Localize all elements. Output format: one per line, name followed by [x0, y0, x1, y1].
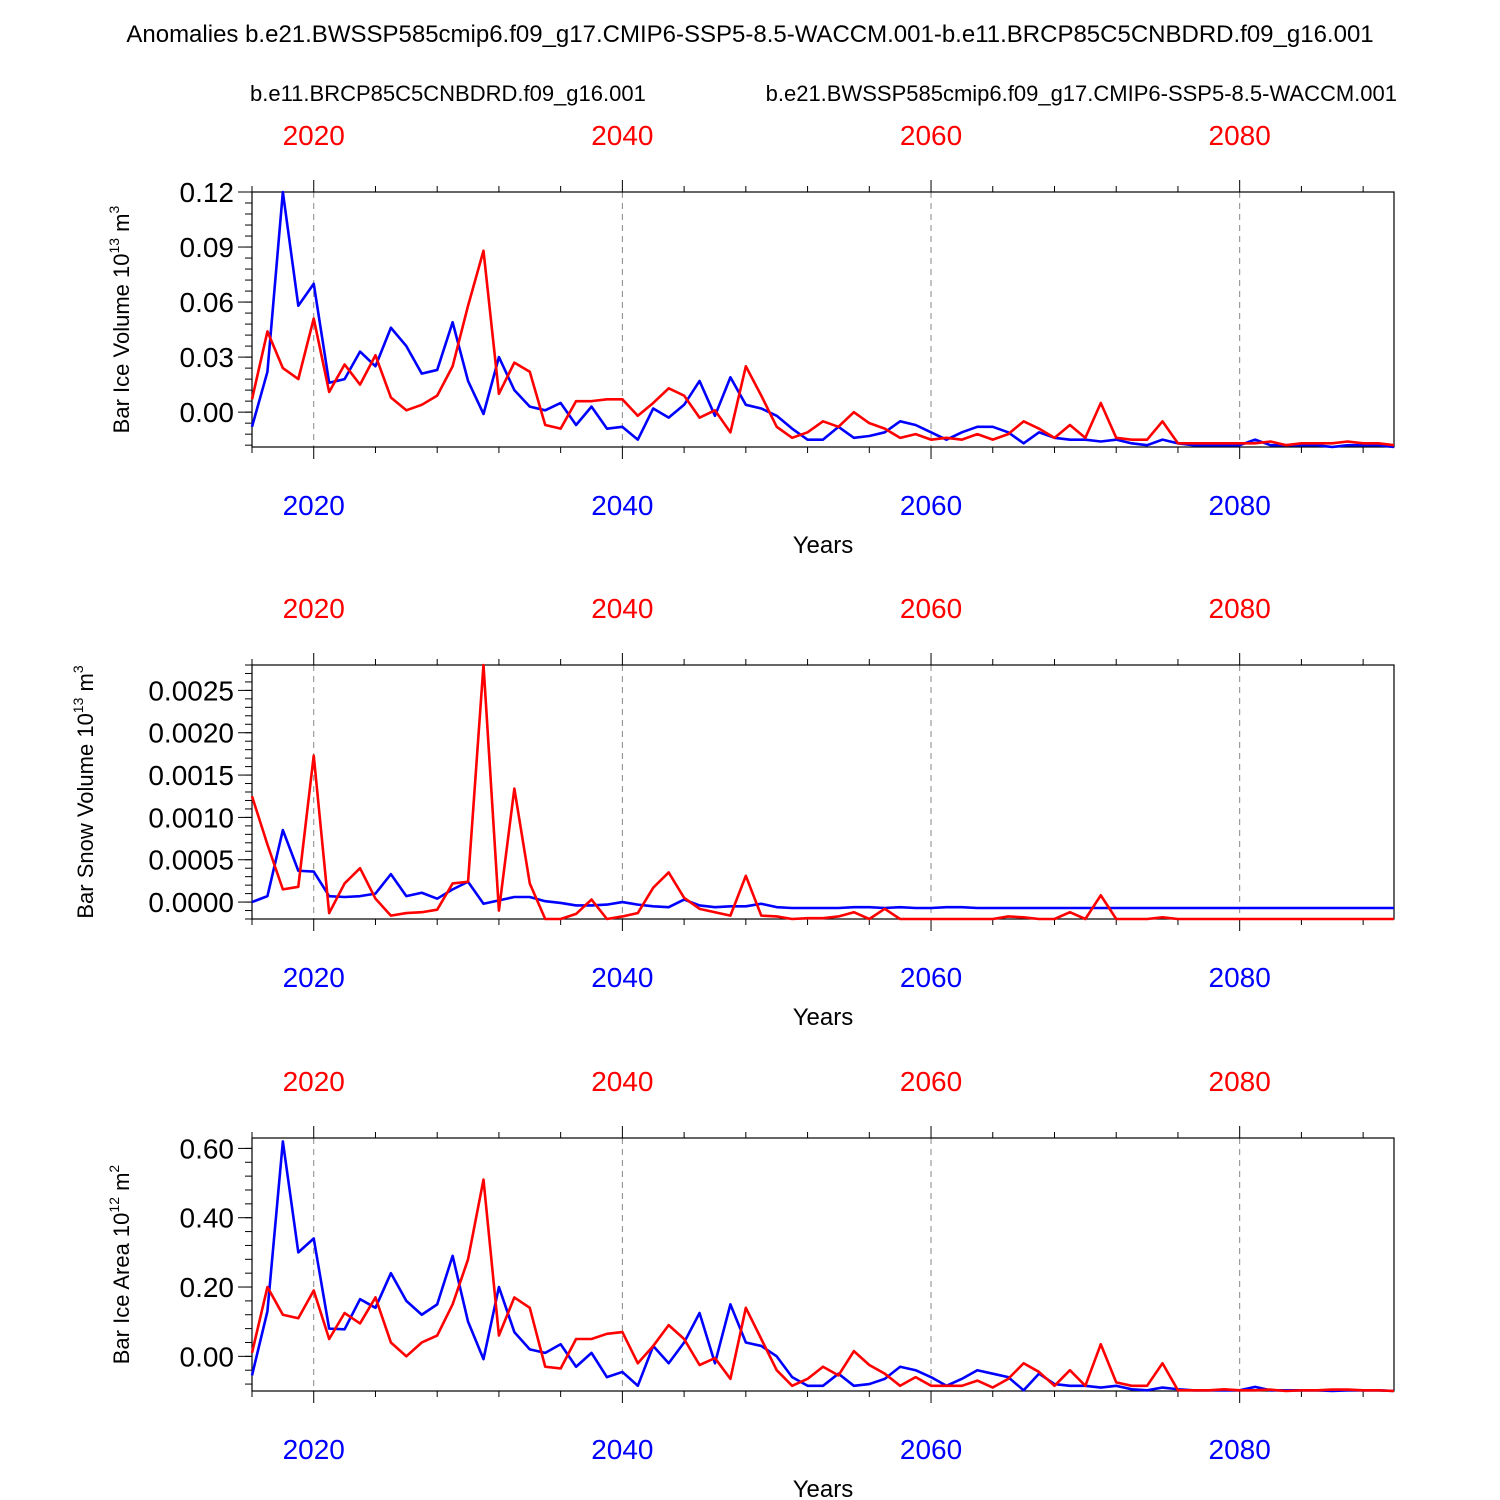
panel0-ytick-label-3: 0.09	[180, 232, 235, 263]
panel0-xtick-label-top-0: 2020	[283, 120, 345, 151]
panel1-ytick-label-3: 0.0015	[148, 760, 234, 791]
panel0-ytick-label-1: 0.03	[180, 342, 235, 373]
panel1-series-blue	[251, 828, 1394, 910]
panel1-ytick-label-2: 0.0010	[148, 802, 234, 833]
figure-title: Anomalies b.e21.BWSSP585cmip6.f09_g17.CM…	[126, 21, 1373, 48]
panel1-ytick-label-5: 0.0025	[148, 675, 234, 706]
panel1-xtick-label-bottom-0: 2020	[283, 962, 345, 993]
panel2-series-blue	[250, 1140, 1395, 1393]
panel2-ytick-label-2: 0.40	[180, 1203, 235, 1234]
panel0-ylabel-part-0: Bar Ice Volume 10	[109, 254, 134, 434]
panel2-ytick-label-0: 0.00	[180, 1341, 235, 1372]
panel-ice-area: 0.00 0.20 0.40 0.60 2020 2020 2040 2040 2060 2060…	[106, 1066, 1395, 1500]
panel1-xtick-label-top-1: 2040	[591, 593, 653, 624]
panel0-ylabel-part-2: m	[109, 213, 134, 237]
panel1-xtick-label-bottom-2: 2060	[900, 962, 962, 993]
panel1-ytick-label-4: 0.0020	[148, 718, 234, 749]
panel0-xtick-label-bottom-0: 2020	[283, 490, 345, 521]
panel1-plot-frame	[251, 664, 1395, 920]
panel2-ylabel-part-0: Bar Ice Area 10	[109, 1213, 134, 1365]
panel2-xtick-label-top-2: 2060	[900, 1066, 962, 1097]
panel2-ylabel-part-1: 12	[106, 1197, 122, 1213]
panel0-xtick-label-top-2: 2060	[900, 120, 962, 151]
panel2-plot-frame	[251, 1137, 1395, 1392]
panel-snow-volume: 0.0000 0.0005 0.0010 0.0015 0.0020 0.0025 2020…	[70, 593, 1395, 1031]
panel1-ylabel-part-2: m	[73, 673, 98, 697]
panel0-ytick-label-2: 0.06	[180, 287, 235, 318]
panel0-xtick-label-bottom-2: 2060	[900, 490, 962, 521]
legend-blue-label: b.e21.BWSSP585cmip6.f09_g17.CMIP6-SSP5-8…	[766, 81, 1397, 106]
panel1-ytick-label-0: 0.0000	[148, 887, 234, 918]
panel1-ytick-label-1: 0.0005	[148, 845, 234, 876]
panel0-xtick-label-top-3: 2080	[1209, 120, 1271, 151]
panel1-series-red	[250, 663, 1394, 921]
panel1-xtick-label-top-2: 2060	[900, 593, 962, 624]
panel0-xlabel: Years	[793, 532, 854, 559]
panel1-xlabel: Years	[793, 1004, 854, 1031]
panel2-ylabel-part-2: m	[109, 1173, 134, 1197]
panel2-xtick-label-bottom-3: 2080	[1209, 1434, 1271, 1465]
panel1-ylabel: Bar Snow Volume 1013 m3	[70, 665, 98, 919]
panel0-xtick-label-bottom-1: 2040	[591, 490, 653, 521]
panel0-series-red	[250, 249, 1395, 447]
panel2-xtick-label-top-3: 2080	[1209, 1066, 1271, 1097]
panel2-ytick-label-1: 0.20	[180, 1272, 235, 1303]
panel1-ylabel-part-1: 13	[70, 697, 86, 713]
panel2-ylabel-part-3: 2	[106, 1165, 122, 1173]
panel-ice-volume: 0.00 0.03 0.06 0.09 0.12 2020 2020 2040 2040 2060…	[106, 120, 1395, 559]
panel0-xtick-label-top-1: 2040	[591, 120, 653, 151]
panel2-xtick-label-top-1: 2040	[591, 1066, 653, 1097]
panel0-plot-frame	[251, 191, 1395, 448]
legend-red-label: b.e11.BRCP85C5CNBDRD.f09_g16.001	[250, 81, 646, 106]
panel0-ylabel: Bar Ice Volume 1013 m3	[106, 205, 134, 433]
panel1-xtick-label-bottom-1: 2040	[591, 962, 653, 993]
panel2-series-red	[250, 1178, 1395, 1393]
panel0-ylabel-part-1: 13	[106, 238, 122, 254]
panel1-ylabel-part-3: 3	[70, 665, 86, 673]
panel2-ytick-label-3: 0.60	[180, 1133, 235, 1164]
panel1-xtick-label-top-0: 2020	[283, 593, 345, 624]
panel0-xtick-label-bottom-3: 2080	[1209, 490, 1271, 521]
panel2-xlabel: Years	[793, 1476, 854, 1500]
panel2-ylabel: Bar Ice Area 1012 m2	[106, 1165, 134, 1365]
panel2-xtick-label-bottom-2: 2060	[900, 1434, 962, 1465]
panel0-ytick-label-0: 0.00	[180, 397, 235, 428]
panel2-xtick-label-top-0: 2020	[283, 1066, 345, 1097]
panel0-ytick-label-4: 0.12	[180, 177, 235, 208]
panel1-ylabel-part-0: Bar Snow Volume 10	[73, 713, 98, 918]
panel2-xtick-label-bottom-1: 2040	[591, 1434, 653, 1465]
panel0-series-blue	[250, 190, 1395, 449]
panel1-xtick-label-top-3: 2080	[1209, 593, 1271, 624]
panel0-ylabel-part-3: 3	[106, 205, 122, 213]
panel1-xtick-label-bottom-3: 2080	[1209, 962, 1271, 993]
panel2-xtick-label-bottom-0: 2020	[283, 1434, 345, 1465]
